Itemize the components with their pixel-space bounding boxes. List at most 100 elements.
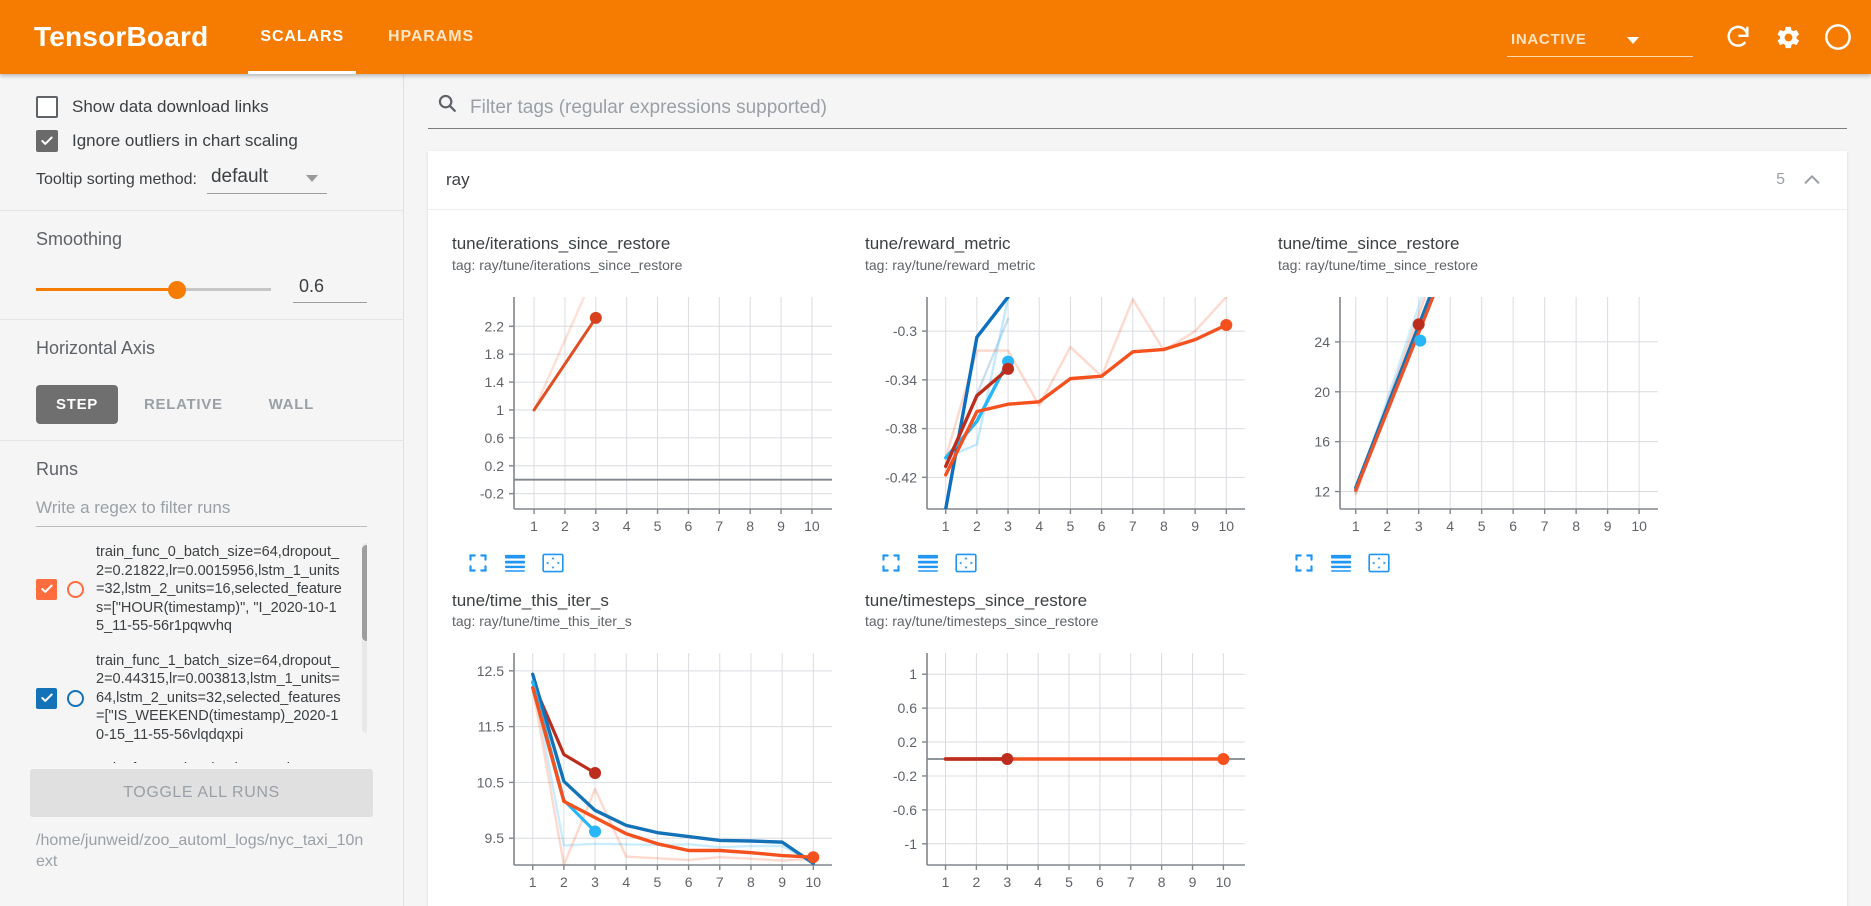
- run-status-select[interactable]: INACTIVE: [1507, 31, 1693, 57]
- chart-tag: tag: ray/tune/timesteps_since_restore: [865, 613, 1099, 630]
- scrollbar-thumb[interactable]: [362, 545, 367, 641]
- svg-text:4: 4: [1035, 518, 1043, 534]
- axis-option-step[interactable]: STEP: [36, 385, 118, 424]
- runs-filter-input[interactable]: Write a regex to filter runs: [36, 498, 367, 527]
- runs-list[interactable]: train_func_0_batch_size=64,dropout_2=0.2…: [36, 543, 367, 763]
- checkbox-show-data-download-links[interactable]: Show data download links: [36, 96, 367, 118]
- toggle-y-axis-icon[interactable]: [917, 553, 939, 573]
- fullscreen-expand-icon[interactable]: [1294, 553, 1314, 573]
- svg-text:9: 9: [1604, 518, 1612, 534]
- nav-tabs: SCALARS HPARAMS: [238, 0, 496, 74]
- chevron-down-icon: [306, 175, 319, 182]
- svg-text:9.5: 9.5: [485, 830, 505, 846]
- toggle-y-axis-icon[interactable]: [504, 553, 526, 573]
- runs-section: Runs Write a regex to filter runs train_…: [0, 441, 403, 906]
- tag-filter-bar[interactable]: Filter tags (regular expressions support…: [428, 92, 1847, 129]
- svg-text:2: 2: [972, 874, 980, 890]
- fit-domain-icon[interactable]: [955, 553, 977, 573]
- horizontal-axis-options: STEP RELATIVE WALL: [36, 385, 367, 424]
- svg-text:2: 2: [1383, 518, 1391, 534]
- svg-text:10.5: 10.5: [477, 775, 504, 791]
- svg-text:3: 3: [1415, 518, 1423, 534]
- svg-text:1.4: 1.4: [485, 374, 505, 390]
- chart-plot[interactable]: 9.5 10.5 11.5 12.5 1 2 3 4 5 6 7 8 9 10: [452, 637, 842, 906]
- axis-option-relative[interactable]: RELATIVE: [143, 396, 223, 413]
- svg-text:-0.2: -0.2: [480, 485, 504, 501]
- slider-thumb[interactable]: [168, 280, 186, 299]
- search-icon: [436, 92, 458, 119]
- settings-gear-icon[interactable]: [1765, 14, 1811, 60]
- svg-text:20: 20: [1314, 383, 1330, 399]
- svg-text:-0.3: -0.3: [893, 323, 917, 339]
- tag-group-header[interactable]: ray 5: [428, 151, 1847, 210]
- smoothing-value-input[interactable]: 0.6: [293, 276, 367, 303]
- search-input[interactable]: Filter tags (regular expressions support…: [470, 97, 827, 118]
- chart-plot[interactable]: -1 -0.6 -0.2 0.2 0.6 1 1 2 3 4 5 6 7 8 9 10: [865, 637, 1255, 906]
- run-checkbox[interactable]: [36, 578, 57, 600]
- run-label: train_func_0_batch_size=64,dropout_2=0.2…: [96, 544, 342, 635]
- svg-text:3: 3: [591, 874, 599, 890]
- fullscreen-expand-icon[interactable]: [468, 553, 488, 573]
- horizontal-axis-section: Horizontal Axis STEP RELATIVE WALL: [0, 320, 403, 441]
- svg-text:-0.2: -0.2: [893, 768, 917, 784]
- svg-text:6: 6: [685, 874, 693, 890]
- svg-text:3: 3: [1004, 518, 1012, 534]
- chart-plot[interactable]: -0.2 0.2 0.6 1 1.4 1.8 2.2 1 2 3 4 5 6 7 8 9 10: [452, 281, 842, 551]
- svg-text:7: 7: [715, 518, 723, 534]
- svg-text:4: 4: [622, 874, 630, 890]
- runs-scrollbar[interactable]: [362, 543, 367, 733]
- tag-group-name: ray: [446, 170, 470, 189]
- svg-text:6: 6: [685, 518, 693, 534]
- svg-text:12: 12: [1314, 483, 1330, 499]
- slider-fill: [36, 288, 177, 291]
- svg-text:1: 1: [1352, 518, 1360, 534]
- svg-text:1.8: 1.8: [485, 346, 505, 362]
- app-title: TensorBoard: [34, 21, 209, 52]
- svg-text:7: 7: [1541, 518, 1549, 534]
- chart-tag: tag: ray/tune/time_since_restore: [1278, 256, 1478, 273]
- svg-text:6: 6: [1096, 874, 1104, 890]
- svg-text:6: 6: [1509, 518, 1517, 534]
- svg-text:16: 16: [1314, 433, 1330, 449]
- chart-grid: tune/iterations_since_restore tag: ray/tu…: [428, 210, 1847, 906]
- run-status-value: INACTIVE: [1511, 31, 1587, 48]
- list-item[interactable]: train_func_2_batch_size=64,dropout_2=: [36, 760, 367, 763]
- tab-hparams[interactable]: HPARAMS: [388, 28, 475, 45]
- fit-domain-icon[interactable]: [1368, 553, 1390, 573]
- list-item[interactable]: train_func_0_batch_size=64,dropout_2=0.2…: [36, 543, 367, 636]
- list-item[interactable]: train_func_1_batch_size=64,dropout_2=0.4…: [36, 652, 367, 745]
- tag-group-meta: 5: [1776, 169, 1823, 191]
- svg-text:5: 5: [1067, 518, 1075, 534]
- chart-tag: tag: ray/tune/iterations_since_restore: [452, 256, 683, 273]
- chart-card-1: tune/reward_metric tag: ray/tune/reward_m…: [851, 222, 1264, 579]
- help-circle-icon[interactable]: [1815, 14, 1861, 60]
- axis-option-wall[interactable]: WALL: [268, 396, 314, 413]
- svg-text:7: 7: [1127, 874, 1135, 890]
- svg-text:2: 2: [560, 874, 568, 890]
- svg-text:10: 10: [806, 874, 822, 890]
- svg-text:9: 9: [1191, 518, 1199, 534]
- svg-text:0.2: 0.2: [898, 734, 918, 750]
- checkbox-box: [36, 96, 58, 118]
- toggle-y-axis-icon[interactable]: [1330, 553, 1352, 573]
- chart-toolbar: [865, 551, 1256, 573]
- run-checkbox[interactable]: [36, 687, 57, 709]
- svg-text:7: 7: [716, 874, 724, 890]
- svg-text:8: 8: [1158, 874, 1166, 890]
- refresh-icon[interactable]: [1715, 14, 1761, 60]
- fullscreen-expand-icon[interactable]: [881, 553, 901, 573]
- chart-plot[interactable]: -0.42 -0.38 -0.34 -0.3 1 2 3 4 5 6 7 8 9 10: [865, 281, 1255, 551]
- chart-card-0: tune/iterations_since_restore tag: ray/tu…: [438, 222, 851, 579]
- tab-scalars[interactable]: SCALARS: [238, 0, 366, 74]
- tooltip-sorting-select[interactable]: default: [206, 166, 327, 194]
- svg-text:10: 10: [1219, 518, 1235, 534]
- fit-domain-icon[interactable]: [542, 553, 564, 573]
- smoothing-slider[interactable]: [36, 280, 271, 299]
- chevron-up-icon[interactable]: [1801, 169, 1823, 191]
- topbar-actions: INACTIVE: [1507, 0, 1871, 74]
- svg-text:1: 1: [496, 402, 504, 418]
- tag-group-card: ray 5 tune/iterations_since_restore tag: …: [428, 151, 1847, 906]
- checkbox-ignore-outliers[interactable]: Ignore outliers in chart scaling: [36, 130, 367, 152]
- toggle-all-runs-button[interactable]: TOGGLE ALL RUNS: [30, 769, 373, 817]
